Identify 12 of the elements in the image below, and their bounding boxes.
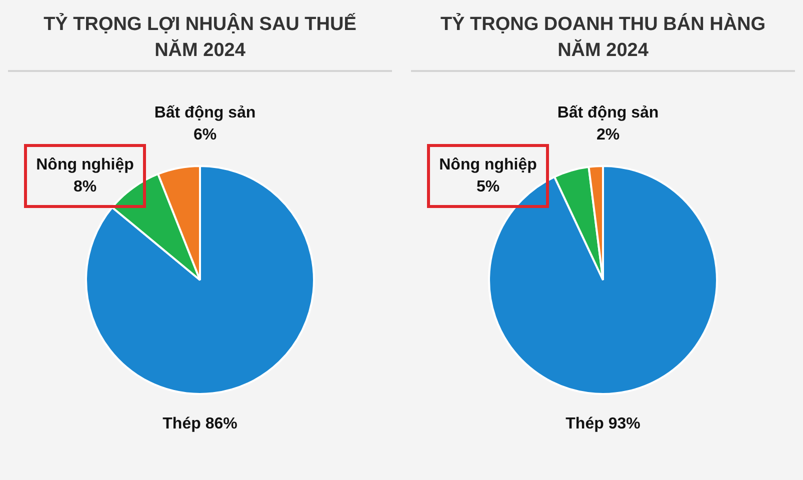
slice-label: Bất động sản — [154, 104, 256, 122]
slice-label: Thép 93% — [566, 415, 640, 432]
chart-title: TỶ TRỌNG DOANH THU BÁN HÀNG NĂM 2024 — [411, 8, 795, 72]
slice-label: Nông nghiệp — [36, 156, 134, 174]
data-label: 5% — [476, 178, 500, 196]
data-label: 8% — [73, 178, 97, 196]
data-label: 6% — [193, 126, 217, 144]
slice-label: Bất động sản — [557, 104, 659, 122]
chart-title: TỶ TRỌNG LỢI NHUẬN SAU THUẾ NĂM 2024 — [8, 8, 392, 72]
slice-label: Thép 86% — [162, 415, 238, 432]
data-label: 2% — [596, 126, 620, 144]
slice-label: Nông nghiệp — [439, 156, 538, 174]
